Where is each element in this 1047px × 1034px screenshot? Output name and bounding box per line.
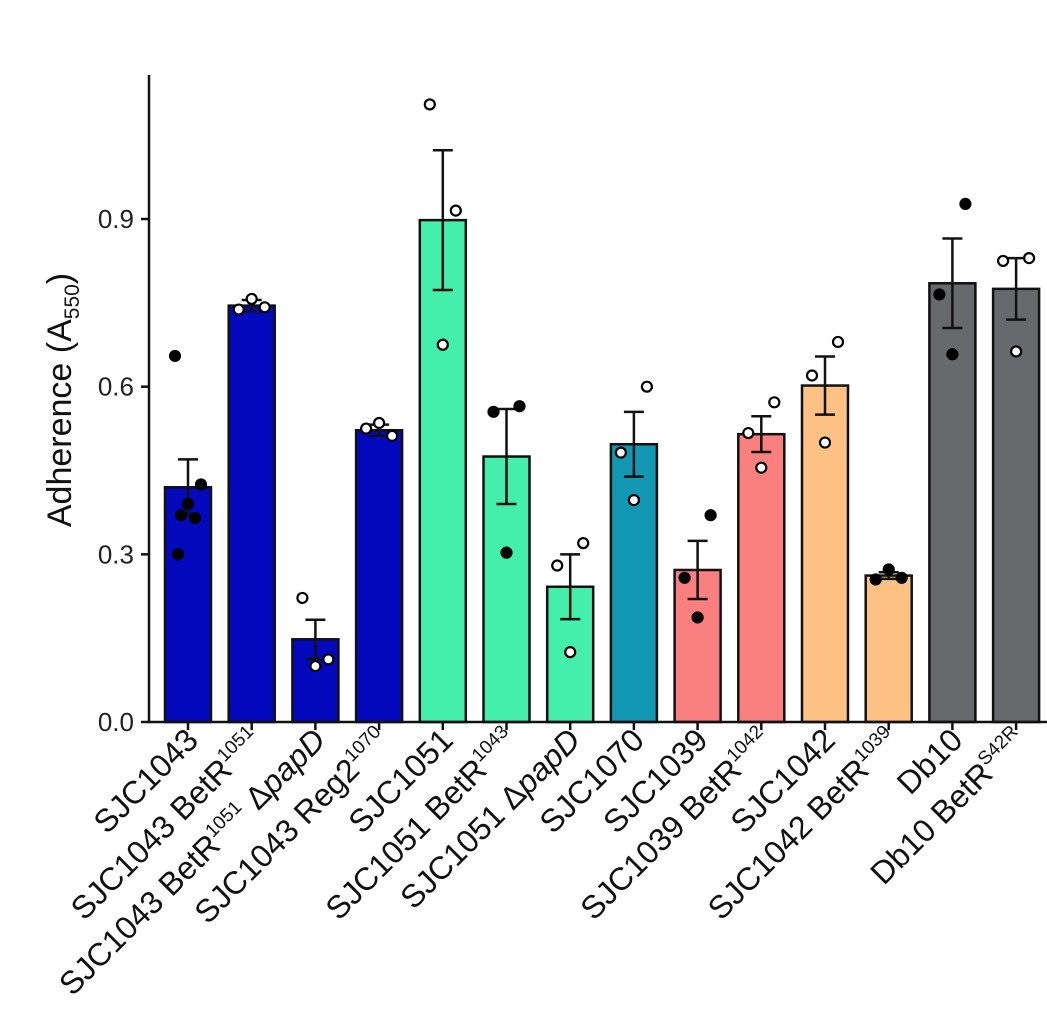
data-point xyxy=(805,369,819,382)
data-point xyxy=(373,416,386,430)
bar xyxy=(991,287,1041,724)
data-point xyxy=(360,422,373,435)
data-point xyxy=(895,571,908,584)
data-point xyxy=(513,400,526,413)
y-tick-label: 0.3 xyxy=(98,539,134,569)
bar xyxy=(737,432,786,724)
data-point xyxy=(704,509,717,522)
data-point xyxy=(640,380,654,393)
data-point xyxy=(933,288,946,301)
data-point xyxy=(768,396,781,409)
bar xyxy=(673,568,722,724)
x-tick-label: SJC1043 BetR1051 ΔpapD xyxy=(52,721,333,1002)
bar xyxy=(800,384,850,724)
data-point xyxy=(487,405,500,418)
data-point xyxy=(1009,345,1023,358)
data-point xyxy=(322,653,335,666)
data-point xyxy=(436,338,449,351)
bars-layer xyxy=(163,218,1041,724)
bar xyxy=(227,304,276,724)
data-point xyxy=(171,548,185,561)
data-point xyxy=(678,571,691,584)
data-point xyxy=(869,573,882,586)
error-bars-layer xyxy=(178,149,1027,661)
data-point xyxy=(1022,252,1036,265)
y-tick-label: 0.6 xyxy=(98,372,134,402)
data-point xyxy=(449,204,462,217)
data-point xyxy=(691,611,704,624)
bar xyxy=(163,486,213,724)
bar xyxy=(864,574,913,724)
y-tick-label: 0.0 xyxy=(98,707,134,737)
data-point xyxy=(818,436,832,449)
y-ticks-layer: 0.0 0.3 0.6 0.9 xyxy=(98,204,149,737)
data-point xyxy=(232,303,245,316)
data-point xyxy=(882,563,895,576)
bar xyxy=(354,429,404,724)
data-point xyxy=(194,478,208,491)
data-point xyxy=(564,646,577,659)
axes-layer xyxy=(147,75,1047,724)
data-point xyxy=(245,292,258,306)
y-axis-title: Adherence (A550) xyxy=(41,273,84,527)
points-layer xyxy=(168,98,1036,673)
data-point xyxy=(742,426,755,440)
y-tick-label: 0.9 xyxy=(98,204,134,234)
data-point xyxy=(181,497,195,511)
data-point xyxy=(577,537,590,550)
data-point xyxy=(423,98,436,111)
data-point xyxy=(996,254,1010,268)
data-point xyxy=(296,591,309,605)
data-point xyxy=(309,660,322,673)
data-point xyxy=(614,446,628,459)
data-point xyxy=(258,301,271,314)
data-point xyxy=(500,546,513,559)
bar xyxy=(418,218,468,724)
data-point xyxy=(627,494,641,507)
bar xyxy=(609,442,659,724)
data-point xyxy=(946,348,959,361)
data-point xyxy=(551,559,564,572)
data-point xyxy=(174,509,188,522)
data-point xyxy=(959,197,972,211)
data-point xyxy=(755,461,768,474)
y-axis-title-subscript: 550 xyxy=(61,284,84,319)
data-point xyxy=(168,349,182,363)
data-point xyxy=(188,511,202,525)
data-point xyxy=(831,335,845,349)
data-point xyxy=(386,429,399,442)
